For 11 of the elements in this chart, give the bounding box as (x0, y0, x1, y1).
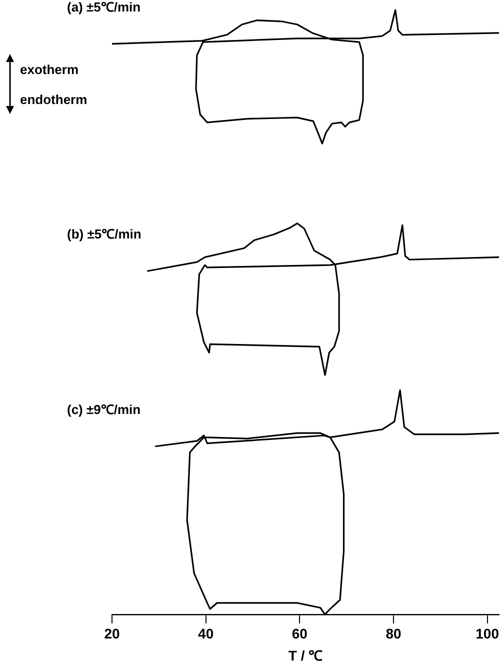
x-tick-label: 20 (104, 626, 120, 642)
text: (a) ±5℃/min (67, 0, 141, 14)
x-tick-label: 100 (476, 626, 500, 642)
text: (c) ±9℃/min (67, 402, 141, 417)
text: exotherm (20, 62, 79, 76)
x-axis-title: T / ℃ (288, 647, 323, 664)
x-tick-label: 60 (292, 626, 308, 642)
x-tick-label: 80 (386, 626, 402, 642)
x-tick-label: 40 (198, 626, 214, 642)
text: endotherm (20, 92, 88, 106)
text: (b) ±5℃/min (67, 226, 142, 242)
